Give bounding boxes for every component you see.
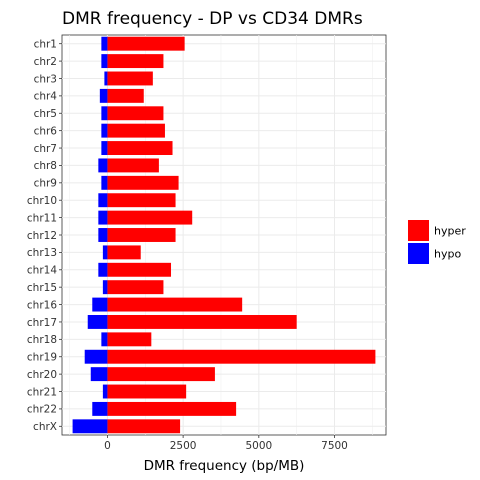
bar-hyper-chr20 (107, 367, 215, 382)
bar-hyper-chr15 (107, 280, 164, 295)
x-tick-label: 5000 (245, 440, 272, 452)
legend-swatch-hyper (408, 220, 429, 241)
bar-hypo-chr18 (101, 332, 108, 347)
bar-hypo-chr17 (87, 315, 108, 329)
y-tick-label: chr21 (27, 386, 57, 398)
y-tick-label: chr17 (27, 317, 57, 329)
y-tick-label: chr20 (27, 369, 57, 381)
legend: hyper hypo (408, 220, 466, 264)
bar-hyper-chr13 (107, 245, 141, 260)
bar-hypo-chrX (72, 419, 108, 434)
bar-hyper-chr19 (107, 349, 376, 364)
y-tick-label: chr5 (34, 108, 57, 120)
bar-hyper-chr16 (107, 297, 243, 312)
legend-label-hyper: hyper (434, 225, 466, 238)
bar-hypo-chr9 (101, 175, 108, 190)
bar-hypo-chr10 (98, 193, 108, 208)
y-tick-label: chrX (33, 421, 57, 433)
bar-hypo-chr4 (99, 88, 108, 103)
bar-hyper-chr6 (107, 123, 165, 138)
bar-hyper-chr10 (107, 193, 176, 208)
bar-hyper-chr4 (107, 88, 144, 103)
bar-hyper-chr21 (107, 384, 187, 399)
y-tick-label: chr19 (27, 352, 57, 364)
bar-hypo-chr19 (84, 349, 108, 364)
x-axis-ticks: 0 2500 5000 7500 (104, 435, 348, 452)
bar-hyper-chr1 (107, 36, 185, 51)
bar-hyper-chr7 (107, 141, 173, 155)
bar-hyper-chr2 (107, 54, 164, 69)
bar-hypo-chr14 (98, 262, 108, 277)
y-tick-label: chr13 (27, 247, 57, 259)
bar-hypo-chr2 (101, 54, 108, 69)
bar-hypo-chr3 (104, 71, 108, 86)
y-tick-label: chr18 (27, 334, 57, 346)
bar-hypo-chr11 (98, 210, 108, 225)
bar-hyper-chr3 (107, 71, 153, 86)
bar-hypo-chr6 (101, 123, 108, 138)
x-axis-label: DMR frequency (bp/MB) (144, 458, 305, 474)
y-tick-label: chr6 (34, 125, 58, 137)
y-tick-label: chr22 (27, 404, 57, 416)
y-tick-label: chr4 (34, 91, 58, 103)
y-axis-ticks: chr1 chr2 chr3 chr4 chr5 chr6 chr7 chr8 chr9 chr1… (27, 38, 62, 433)
bar-hypo-chr8 (98, 158, 108, 173)
bar-hypo-chr15 (102, 280, 108, 295)
y-tick-label: chr14 (27, 265, 57, 277)
legend-label-hypo: hypo (434, 248, 461, 261)
x-tick-label: 7500 (321, 440, 348, 452)
bar-hyper-chr17 (107, 315, 297, 329)
chart-title: DMR frequency - DP vs CD34 DMRs (62, 9, 363, 29)
y-tick-label: chr7 (34, 143, 57, 155)
y-tick-label: chr9 (34, 178, 57, 190)
bar-hypo-chr1 (101, 36, 108, 51)
bar-hypo-chr13 (102, 245, 108, 260)
y-tick-label: chr8 (34, 160, 57, 172)
bar-hypo-chr12 (98, 228, 108, 242)
bar-hypo-chr20 (90, 367, 108, 382)
y-tick-label: chr12 (27, 230, 57, 242)
bar-hyper-chr8 (107, 158, 159, 173)
bar-hyper-chr5 (107, 106, 164, 121)
bar-hyper-chrX (107, 419, 181, 434)
y-tick-label: chr16 (27, 299, 57, 311)
legend-swatch-hypo (408, 243, 429, 264)
y-tick-label: chr10 (27, 195, 57, 207)
x-tick-label: 2500 (170, 440, 197, 452)
bar-hyper-chr18 (107, 332, 152, 347)
x-tick-label: 0 (104, 440, 111, 452)
bar-hypo-chr21 (102, 384, 108, 399)
bar-hyper-chr22 (107, 401, 237, 416)
y-tick-label: chr11 (27, 212, 57, 224)
bar-hyper-chr14 (107, 262, 172, 277)
y-tick-label: chr15 (27, 282, 57, 294)
bar-hypo-chr16 (92, 297, 108, 312)
bar-hypo-chr22 (92, 401, 108, 416)
bar-hyper-chr9 (107, 175, 179, 190)
bars (72, 36, 376, 434)
bar-hypo-chr5 (101, 106, 108, 121)
bar-hyper-chr12 (107, 228, 176, 242)
y-tick-label: chr3 (34, 73, 57, 85)
y-tick-label: chr1 (34, 38, 57, 50)
bar-hypo-chr7 (101, 141, 108, 155)
y-tick-label: chr2 (34, 56, 57, 68)
bar-hyper-chr11 (107, 210, 193, 225)
